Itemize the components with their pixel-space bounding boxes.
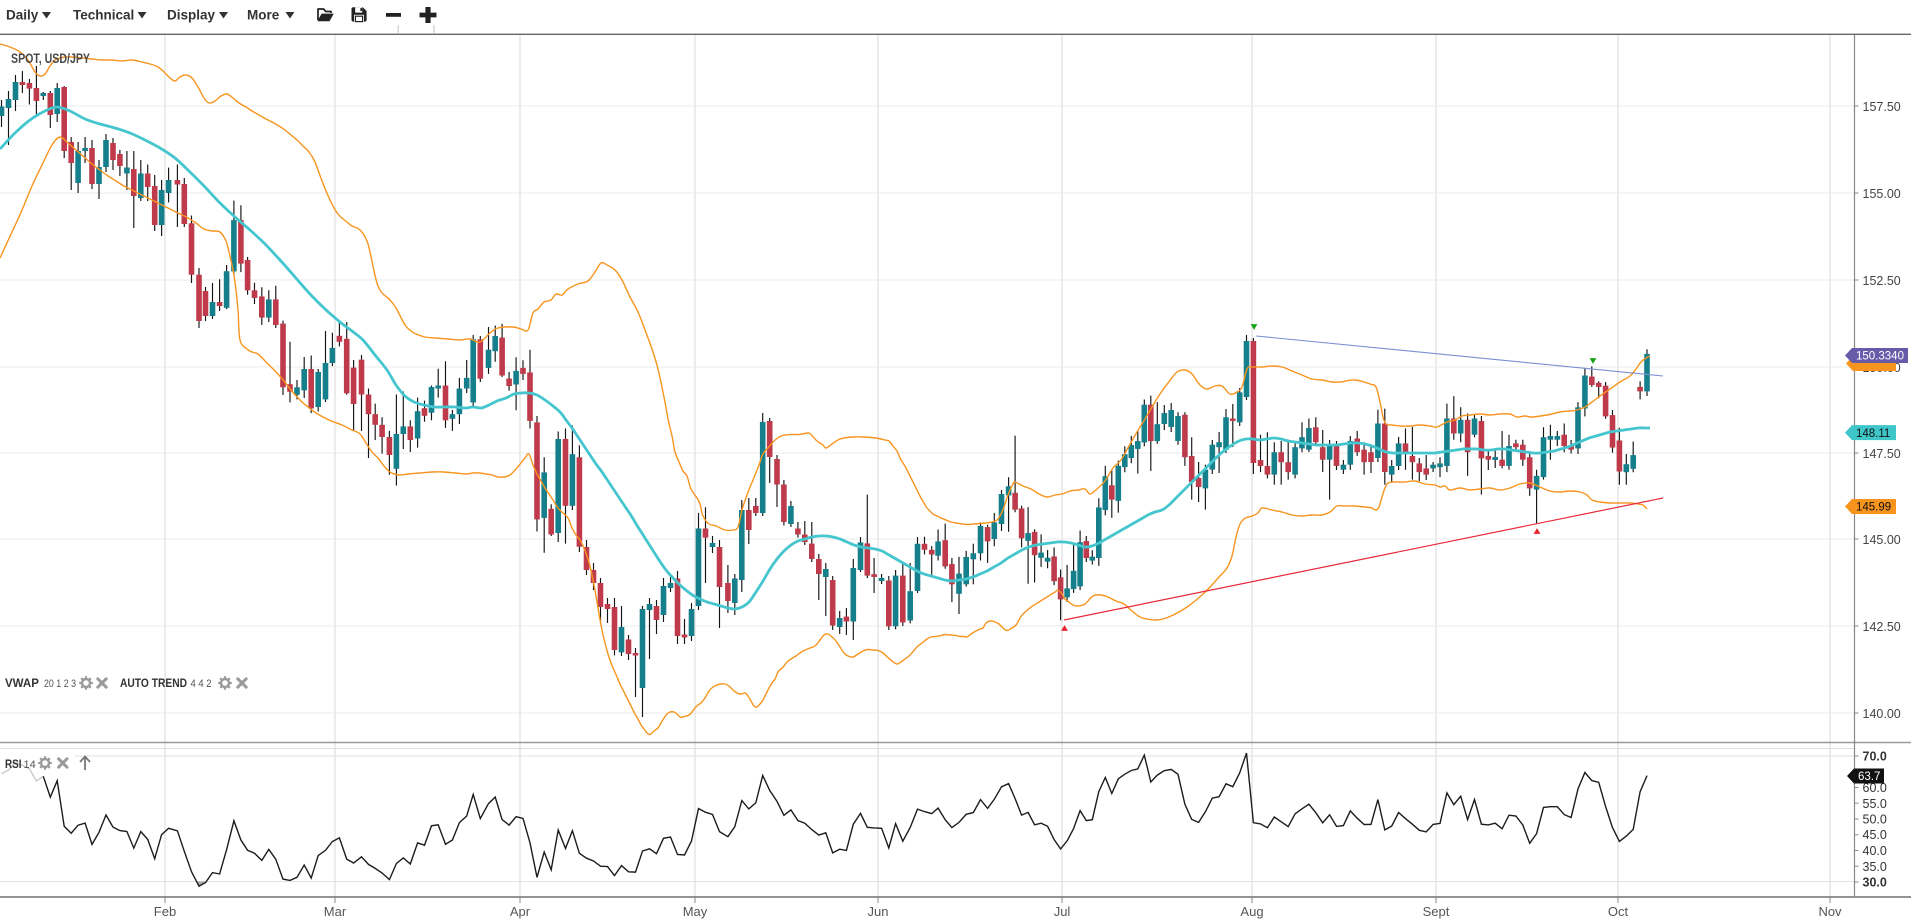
svg-text:Mar: Mar [324,904,347,919]
svg-text:Sept: Sept [1423,904,1450,919]
svg-text:Apr: Apr [510,904,531,919]
svg-text:May: May [683,904,708,919]
svg-text:Daily: Daily [6,8,39,23]
svg-text:63.7: 63.7 [1858,771,1880,783]
svg-text:Display: Display [167,8,216,23]
svg-text:Feb: Feb [154,904,176,919]
svg-text:147.50: 147.50 [1863,447,1901,461]
svg-text:30.0: 30.0 [1863,876,1887,890]
svg-text:Jun: Jun [868,904,889,919]
svg-text:4 4 2: 4 4 2 [191,678,212,690]
svg-text:AUTO TREND: AUTO TREND [120,678,187,690]
svg-text:VWAP: VWAP [5,678,39,690]
svg-text:157.50: 157.50 [1863,100,1901,114]
svg-text:152.50: 152.50 [1863,274,1901,288]
svg-text:RSI: RSI [5,759,22,771]
svg-text:145.00: 145.00 [1863,533,1901,547]
svg-text:35.0: 35.0 [1863,860,1887,874]
svg-text:Technical: Technical [73,8,134,23]
svg-text:142.50: 142.50 [1863,620,1901,634]
svg-text:Aug: Aug [1240,904,1263,919]
svg-text:45.0: 45.0 [1863,828,1887,842]
svg-text:More: More [247,8,280,23]
svg-text:150.3340: 150.3340 [1856,351,1904,363]
svg-text:155.00: 155.00 [1863,187,1901,201]
svg-text:40.0: 40.0 [1863,844,1887,858]
svg-text:20 1 2 3: 20 1 2 3 [44,678,76,690]
svg-text:148.11: 148.11 [1856,428,1890,440]
svg-text:Oct: Oct [1608,904,1629,919]
svg-text:14: 14 [24,759,36,771]
svg-text:SPOT, USD/JPY: SPOT, USD/JPY [11,51,90,66]
svg-text:145.99: 145.99 [1856,502,1891,514]
svg-text:70.0: 70.0 [1863,750,1887,764]
svg-text:Nov: Nov [1818,904,1842,919]
svg-text:60.0: 60.0 [1863,781,1887,795]
svg-text:55.0: 55.0 [1863,797,1887,811]
svg-text:Jul: Jul [1054,904,1071,919]
svg-text:140.00: 140.00 [1863,707,1901,721]
svg-text:50.0: 50.0 [1863,813,1887,827]
